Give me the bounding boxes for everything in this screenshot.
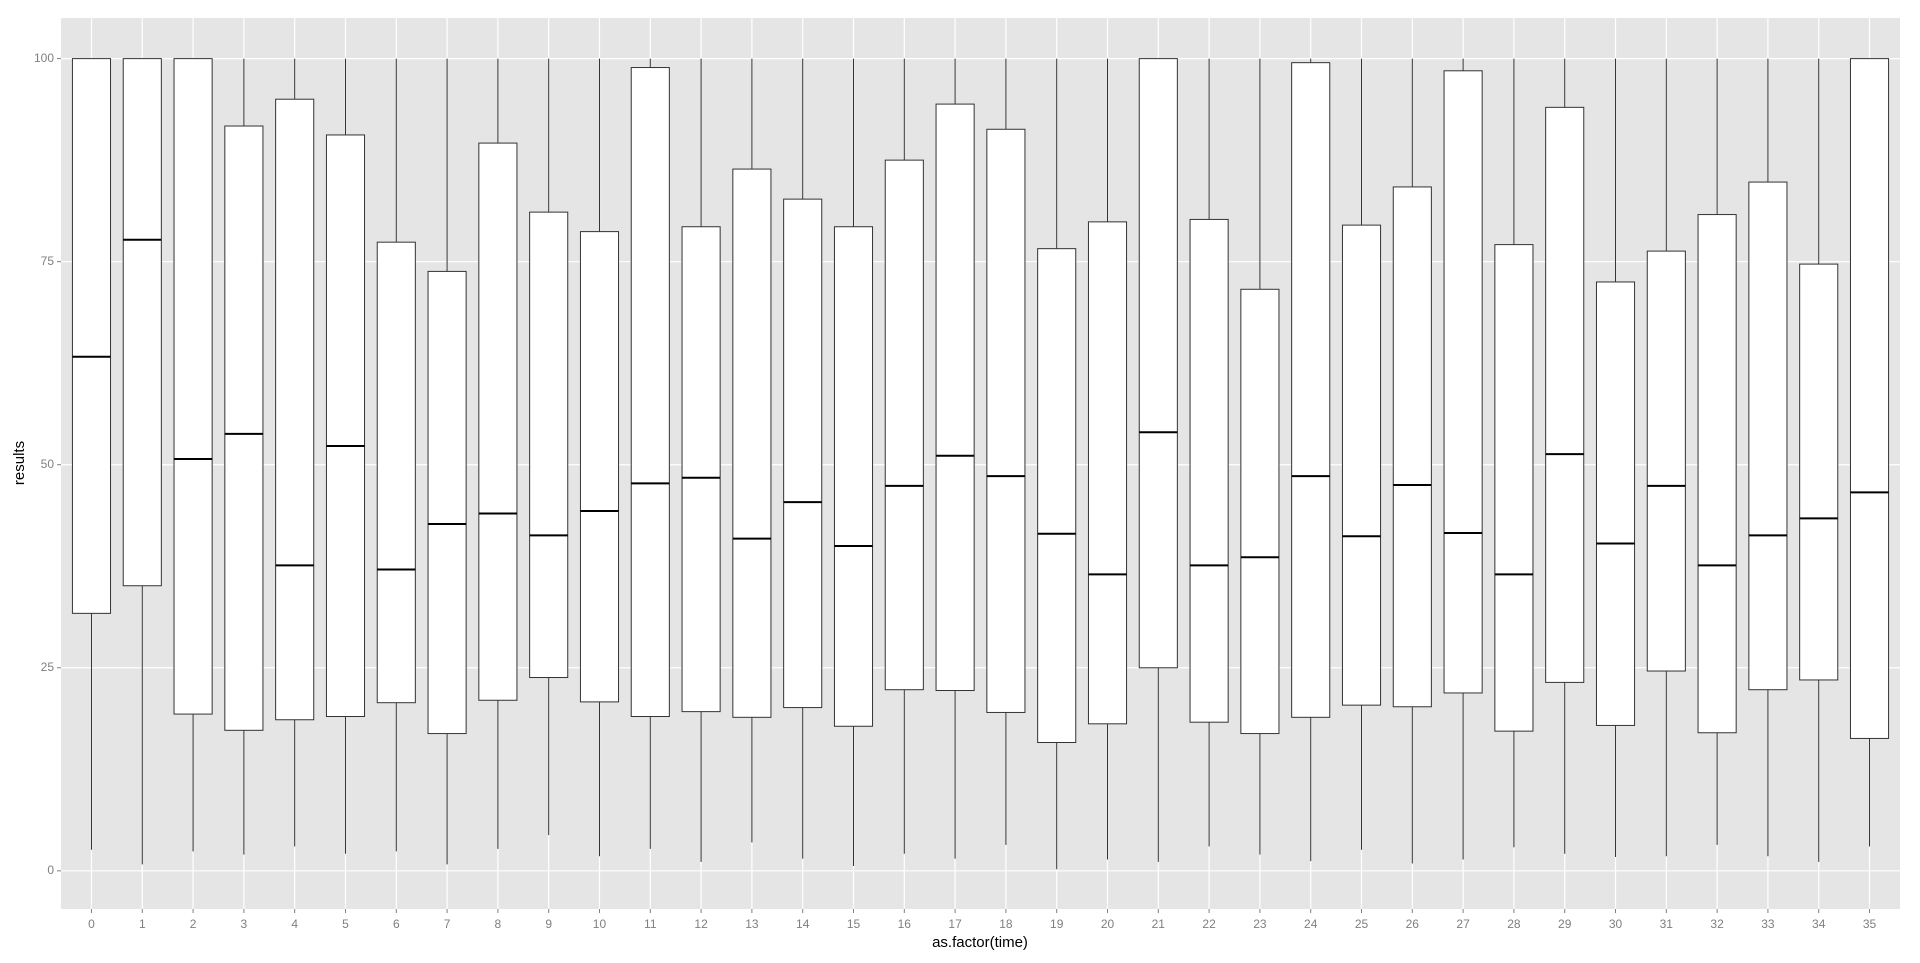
box xyxy=(478,142,518,701)
x-tick-label: 1 xyxy=(139,917,146,931)
y-tick-label: 0 xyxy=(47,863,54,877)
box xyxy=(325,134,366,718)
plot-panel xyxy=(61,18,1900,909)
x-tick-label: 27 xyxy=(1456,917,1470,931)
box xyxy=(884,159,924,691)
x-axis-title: as.factor(time) xyxy=(932,934,1028,951)
x-tick-label: 5 xyxy=(342,917,349,931)
y-tick-label: 75 xyxy=(41,254,55,268)
x-tick-label: 7 xyxy=(444,917,451,931)
box xyxy=(783,198,823,709)
box xyxy=(1291,62,1331,718)
x-tick-label: 15 xyxy=(847,917,861,931)
box xyxy=(1646,250,1686,672)
box xyxy=(1087,221,1128,725)
y-axis-title: results xyxy=(11,441,28,485)
box xyxy=(986,128,1026,713)
box xyxy=(275,98,315,721)
y-tick-label: 50 xyxy=(41,457,55,471)
box xyxy=(833,226,874,727)
x-tick-label: 33 xyxy=(1761,917,1775,931)
box xyxy=(1392,186,1432,708)
x-tick-label: 25 xyxy=(1355,917,1369,931)
x-tick-label: 3 xyxy=(241,917,248,931)
x-tick-label: 13 xyxy=(745,917,759,931)
x-tick-label: 0 xyxy=(88,917,95,931)
box xyxy=(1595,281,1636,726)
box xyxy=(1799,263,1839,681)
box xyxy=(1341,224,1382,706)
box xyxy=(1443,70,1483,694)
box xyxy=(427,270,467,735)
box xyxy=(376,241,416,704)
box xyxy=(224,125,264,731)
box xyxy=(1189,218,1229,723)
x-tick-label: 8 xyxy=(495,917,502,931)
x-tick-label: 32 xyxy=(1710,917,1724,931)
box xyxy=(681,226,721,713)
box xyxy=(579,231,620,703)
x-tick-label: 23 xyxy=(1253,917,1267,931)
x-tick-label: 12 xyxy=(694,917,708,931)
x-tick-label: 10 xyxy=(593,917,607,931)
y-tick-label: 100 xyxy=(34,51,54,65)
x-tick-label: 24 xyxy=(1304,917,1318,931)
x-tick-label: 17 xyxy=(948,917,962,931)
x-tick-label: 29 xyxy=(1558,917,1572,931)
box xyxy=(1138,58,1178,669)
box xyxy=(1849,58,1890,739)
x-tick-label: 26 xyxy=(1406,917,1420,931)
box xyxy=(1494,244,1534,732)
x-tick-label: 6 xyxy=(393,917,400,931)
x-tick-label: 31 xyxy=(1660,917,1674,931)
box xyxy=(1697,214,1737,734)
x-tick-label: 14 xyxy=(796,917,810,931)
box xyxy=(529,211,569,679)
x-tick-label: 11 xyxy=(644,917,657,931)
box xyxy=(122,58,162,587)
x-tick-label: 22 xyxy=(1202,917,1216,931)
x-tick-label: 35 xyxy=(1863,917,1877,931)
y-tick-label: 25 xyxy=(41,660,55,674)
box xyxy=(630,67,670,718)
x-tick-label: 34 xyxy=(1812,917,1826,931)
x-tick-label: 28 xyxy=(1507,917,1521,931)
x-tick-label: 21 xyxy=(1152,917,1166,931)
x-tick-label: 16 xyxy=(898,917,912,931)
box xyxy=(1545,106,1585,683)
box xyxy=(732,168,772,718)
x-tick-label: 20 xyxy=(1101,917,1115,931)
x-tick-label: 2 xyxy=(190,917,197,931)
x-tick-label: 4 xyxy=(291,917,298,931)
x-tick-label: 19 xyxy=(1050,917,1064,931)
box xyxy=(173,58,213,715)
x-tick-label: 18 xyxy=(999,917,1013,931)
box xyxy=(71,58,112,614)
box xyxy=(935,103,975,692)
box xyxy=(1748,181,1788,691)
box xyxy=(1240,288,1280,735)
x-tick-label: 30 xyxy=(1609,917,1623,931)
box xyxy=(1037,248,1077,743)
x-tick-label: 9 xyxy=(545,917,552,931)
